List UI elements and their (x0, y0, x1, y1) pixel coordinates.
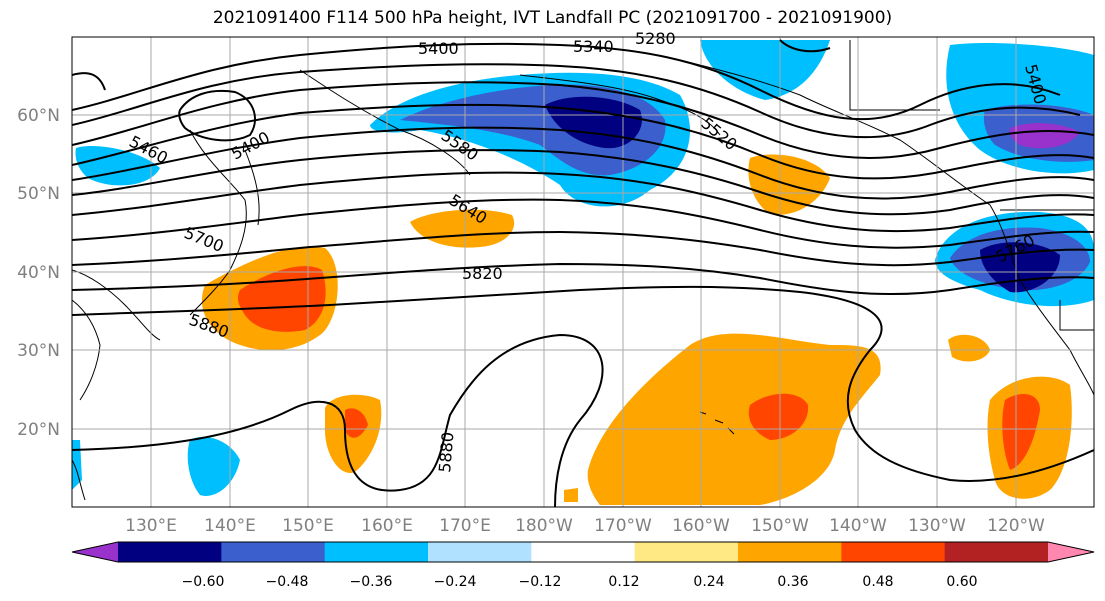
lon-label: 140°W (829, 516, 887, 536)
colorbar-tick-label: −0.48 (266, 574, 309, 590)
colorbar-segment (944, 542, 1049, 562)
contour-label: 5820 (462, 264, 503, 283)
height-contours (72, 39, 1094, 507)
colorbar-tick-label: 0.60 (946, 574, 977, 590)
colorbar-tick-label: 0.48 (862, 574, 893, 590)
lat-label: 40°N (17, 263, 60, 283)
colorbar-tick-label: −0.36 (350, 574, 393, 590)
contour-label: 5400 (418, 39, 459, 58)
longitude-labels: 130°E 140°E 150°E 160°E 170°E 180°W 170°… (125, 516, 1045, 536)
colorbar-tick-label: 0.12 (608, 574, 639, 590)
contour-label: 5880 (435, 431, 457, 473)
lon-label: 170°E (439, 516, 491, 536)
lat-label: 50°N (17, 184, 60, 204)
lon-label: 130°W (908, 516, 966, 536)
contour-label: 5280 (635, 29, 676, 48)
colorbar (71, 541, 1095, 563)
colorbar-segment (531, 542, 636, 562)
lon-label: 170°W (594, 516, 652, 536)
map-title: 2021091400 F114 500 hPa height, IVT Land… (212, 8, 893, 28)
colorbar-tick-label: −0.24 (434, 574, 477, 590)
lon-label: 150°W (751, 516, 809, 536)
map-frame (71, 36, 1095, 508)
colorbar-tick-labels: −0.60 −0.48 −0.36 −0.24 −0.12 0.12 0.24 … (182, 574, 978, 590)
colorbar-tick-label: −0.60 (182, 574, 225, 590)
contour-labels: 5400 5340 5280 5460 5400 5580 5520 5640 … (126, 29, 1050, 473)
colorbar-segment (841, 542, 946, 562)
ivt-shading (72, 40, 1094, 505)
colorbar-segment (324, 542, 429, 562)
lon-label: 180°W (515, 516, 573, 536)
colorbar-tick-label: 0.24 (693, 574, 724, 590)
lon-label: 160°E (361, 516, 413, 536)
colorbar-extend-high (1048, 542, 1094, 562)
contour-label: 5340 (573, 37, 614, 56)
lon-label: 130°E (125, 516, 177, 536)
lat-label: 20°N (17, 420, 60, 440)
colorbar-tick-label: 0.36 (777, 574, 808, 590)
lon-label: 120°W (987, 516, 1045, 536)
lon-label: 140°E (204, 516, 256, 536)
lon-label: 150°E (282, 516, 334, 536)
latitude-labels: 20°N 30°N 40°N 50°N 60°N (17, 106, 60, 440)
colorbar-segment (221, 542, 326, 562)
colorbar-segment (738, 542, 842, 562)
lon-label: 160°W (672, 516, 730, 536)
colorbar-extend-low (72, 542, 118, 562)
lat-label: 30°N (17, 341, 60, 361)
colorbar-segment (428, 542, 532, 562)
colorbar-segment (634, 542, 739, 562)
colorbar-segment (118, 542, 222, 562)
colorbar-tick-label: −0.12 (519, 574, 562, 590)
lat-label: 60°N (17, 106, 60, 126)
colorbar-outline (71, 541, 1095, 563)
